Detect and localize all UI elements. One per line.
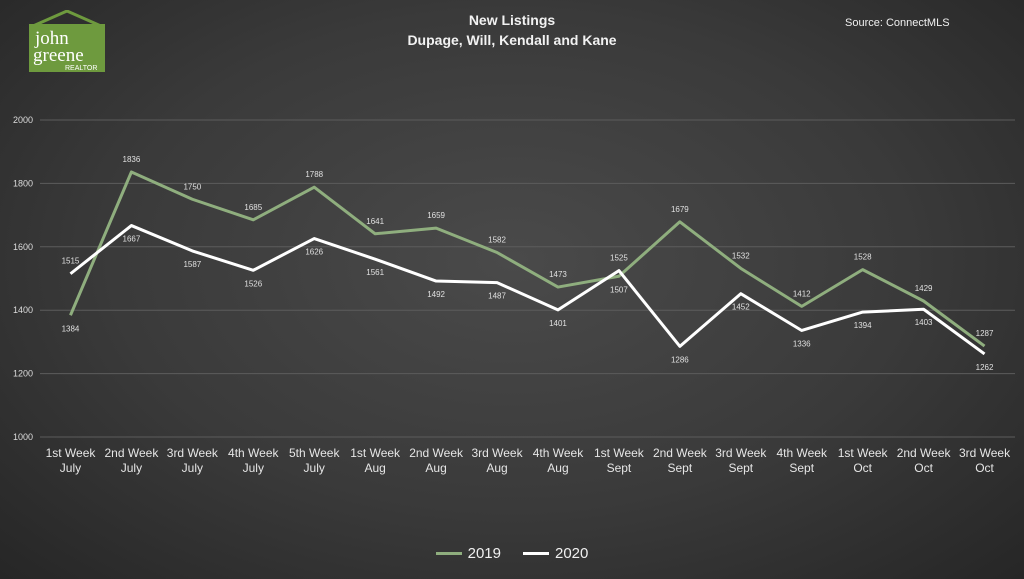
data-label-2020: 1515 — [62, 257, 80, 266]
x-tick-label-line1: 2nd Week — [653, 446, 708, 460]
x-tick-label-line1: 5th Week — [289, 446, 340, 460]
x-tick-label-line2: Oct — [914, 461, 933, 475]
data-label-2019: 1384 — [62, 324, 80, 333]
x-tick-label-line1: 2nd Week — [105, 446, 160, 460]
x-tick-label-line2: Aug — [486, 461, 507, 475]
data-label-2020: 1452 — [732, 303, 750, 312]
data-label-2019: 1679 — [671, 205, 689, 214]
x-tick-label-line1: 3rd Week — [167, 446, 219, 460]
chart-title-block: New Listings Dupage, Will, Kendall and K… — [0, 10, 1024, 50]
x-tick-label-line1: 3rd Week — [715, 446, 767, 460]
x-tick-label-line2: July — [243, 461, 264, 475]
data-label-2020: 1403 — [915, 318, 933, 327]
data-label-2020: 1525 — [610, 254, 628, 263]
data-label-2019: 1685 — [244, 203, 262, 212]
legend-label-2020: 2020 — [555, 545, 589, 562]
data-label-2020: 1587 — [183, 260, 201, 269]
data-label-2019: 1582 — [488, 236, 506, 245]
y-tick-label: 1200 — [13, 369, 33, 379]
legend-label-2019: 2019 — [467, 545, 501, 562]
x-tick-label-line2: Oct — [975, 461, 994, 475]
x-tick-label-line2: Sept — [668, 461, 693, 475]
legend-swatch-2019 — [435, 552, 462, 555]
x-tick-label-line2: July — [182, 461, 203, 475]
logo-text-john: john — [34, 28, 69, 49]
x-tick-label-line1: 1st Week — [838, 446, 889, 460]
y-tick-label: 2000 — [13, 115, 33, 125]
data-label-2019: 1528 — [854, 253, 872, 262]
data-label-2019: 1507 — [610, 285, 628, 294]
legend-item-2020: 2020 — [523, 545, 588, 562]
data-label-2019: 1750 — [183, 182, 201, 191]
data-label-2019: 1641 — [366, 217, 384, 226]
logo-text-greene: greene — [33, 45, 84, 66]
data-label-2020: 1667 — [123, 235, 141, 244]
y-tick-label: 1600 — [13, 242, 33, 252]
legend-item-2019: 2019 — [435, 545, 501, 562]
y-tick-label: 1800 — [13, 178, 33, 188]
data-label-2020: 1626 — [305, 248, 323, 257]
data-label-2019: 1788 — [305, 170, 323, 179]
data-label-2020: 1336 — [793, 339, 811, 348]
data-label-2020: 1526 — [244, 279, 262, 288]
y-tick-label: 1400 — [13, 305, 33, 315]
x-tick-label-line2: Sept — [728, 461, 753, 475]
data-label-2019: 1473 — [549, 270, 567, 279]
data-label-2020: 1492 — [427, 290, 445, 299]
x-tick-label-line1: 3rd Week — [959, 446, 1011, 460]
x-tick-label-line1: 1st Week — [350, 446, 401, 460]
legend-swatch-2020 — [523, 552, 549, 555]
y-tick-label: 1000 — [13, 432, 33, 442]
data-label-2019: 1429 — [915, 284, 933, 293]
x-tick-label-line2: Oct — [853, 461, 872, 475]
data-label-2019: 1412 — [793, 289, 811, 298]
data-label-2020: 1286 — [671, 355, 689, 364]
logo-roof — [32, 9, 102, 28]
data-label-2020: 1561 — [366, 268, 384, 277]
x-tick-label-line2: July — [121, 461, 142, 475]
series-line-2019 — [69, 170, 986, 348]
x-tick-label-line1: 1st Week — [46, 446, 97, 460]
data-label-2019: 1532 — [732, 251, 750, 260]
data-label-2020: 1401 — [549, 319, 567, 328]
x-tick-label-line1: 4th Week — [533, 446, 584, 460]
series-line-2020 — [69, 224, 986, 356]
x-tick-label-line2: July — [304, 461, 325, 475]
data-label-2020: 1262 — [976, 363, 994, 372]
chart-title: New Listings — [468, 12, 556, 28]
x-tick-label-line2: Aug — [547, 461, 568, 475]
x-tick-label-line1: 2nd Week — [409, 446, 464, 460]
chart-source: Source: ConnectMLS — [845, 17, 950, 29]
x-tick-label-line2: Sept — [789, 461, 814, 475]
data-label-2019: 1287 — [976, 329, 994, 338]
x-tick-label-line1: 1st Week — [594, 446, 645, 460]
data-label-2020: 1487 — [488, 292, 506, 301]
x-tick-label-line2: July — [60, 461, 81, 475]
data-label-2020: 1394 — [854, 321, 872, 330]
x-tick-label-line2: Aug — [364, 461, 385, 475]
chart-subtitle: Dupage, Will, Kendall and Kane — [407, 32, 617, 48]
x-tick-label-line1: 4th Week — [776, 446, 827, 460]
data-label-2019: 1836 — [123, 155, 141, 164]
chart-legend: 2019 2020 — [0, 545, 1024, 562]
logo-background — [29, 24, 105, 72]
x-tick-label-line2: Aug — [425, 461, 446, 475]
x-tick-label-line1: 4th Week — [228, 446, 279, 460]
x-tick-label-line2: Sept — [607, 461, 632, 475]
x-tick-label-line1: 2nd Week — [897, 446, 952, 460]
company-logo: john greene REALTOR — [29, 9, 105, 72]
data-label-2019: 1659 — [427, 211, 445, 220]
x-tick-label-line1: 3rd Week — [471, 446, 523, 460]
logo-text-realtor: REALTOR — [65, 65, 97, 72]
